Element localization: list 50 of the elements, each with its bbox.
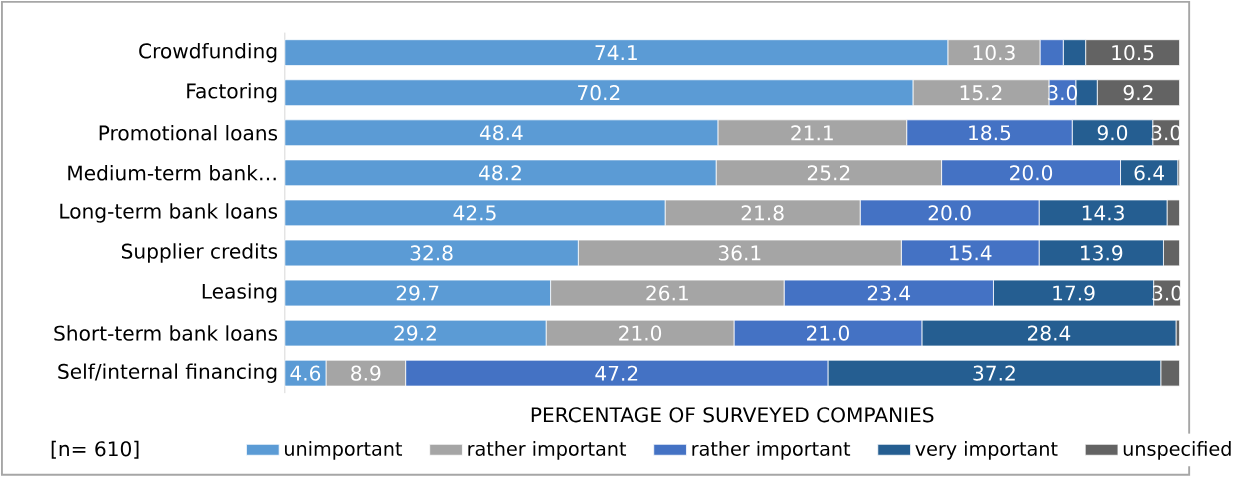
- data-label: 29.7: [396, 285, 439, 301]
- data-label: 25.2: [807, 165, 850, 181]
- y-tick-label: Short-term bank loans: [54, 325, 278, 342]
- data-label: 20.0: [928, 205, 971, 221]
- data-label: 74.1: [595, 45, 637, 61]
- legend-label: very important: [915, 441, 1058, 460]
- data-label: 9.0: [1097, 125, 1128, 141]
- legend-label: rather important: [692, 441, 851, 460]
- x-axis-title: PERCENTAGE OF SURVEYED COMPANIES: [531, 407, 934, 423]
- data-label: 13.9: [1081, 245, 1123, 261]
- y-tick-label: Promotional loans: [99, 125, 278, 141]
- data-label: 26.1: [646, 285, 688, 301]
- data-label: 15.4: [949, 245, 992, 261]
- y-tick-label: Medium-term bank…: [68, 165, 276, 181]
- y-tick-label: Supplier credits: [121, 243, 278, 263]
- data-label: 70.2: [578, 85, 620, 101]
- data-label: 20.0: [1010, 165, 1053, 181]
- data-label: 32.8: [410, 245, 453, 261]
- legend-label: rather important: [468, 441, 627, 460]
- data-label: 29.2: [394, 325, 436, 341]
- y-tick-label: Self/internal financing: [58, 363, 277, 384]
- data-label: 28.4: [1027, 325, 1071, 341]
- data-label: 4.6: [290, 365, 321, 381]
- data-label: 21.0: [806, 325, 849, 341]
- y-tick-label: Crowdfunding: [139, 43, 277, 63]
- data-label: 37.2: [973, 365, 1015, 381]
- data-label: 10.3: [973, 45, 1015, 61]
- data-label: 6.4: [1134, 165, 1165, 181]
- data-label: 15.2: [960, 85, 1002, 101]
- data-label: 8.9: [351, 365, 381, 381]
- data-label: 23.4: [867, 285, 911, 301]
- y-tick-label: Factoring: [187, 83, 277, 103]
- data-label: 36.1: [718, 245, 761, 261]
- data-label: 9.2: [1123, 85, 1153, 101]
- data-label: 42.5: [453, 205, 496, 221]
- data-label: 48.2: [479, 165, 521, 181]
- data-label: 17.9: [1053, 285, 1095, 301]
- data-label: 10.5: [1112, 45, 1154, 61]
- y-tick-label: Leasing: [202, 283, 277, 303]
- legend-label: unspecified: [1123, 441, 1231, 460]
- data-label: 14.3: [1082, 205, 1124, 221]
- data-label: 21.0: [619, 325, 662, 341]
- data-label: 21.1: [791, 125, 833, 141]
- data-label: 21.8: [741, 205, 784, 221]
- legend-label: unimportant: [285, 441, 403, 460]
- data-label: 18.5: [969, 125, 1011, 141]
- y-tick-label: Long-term bank loans: [60, 203, 278, 223]
- data-label: 48.4: [479, 125, 523, 141]
- text: [n= 610]: [51, 441, 139, 459]
- data-label: 47.2: [595, 365, 638, 381]
